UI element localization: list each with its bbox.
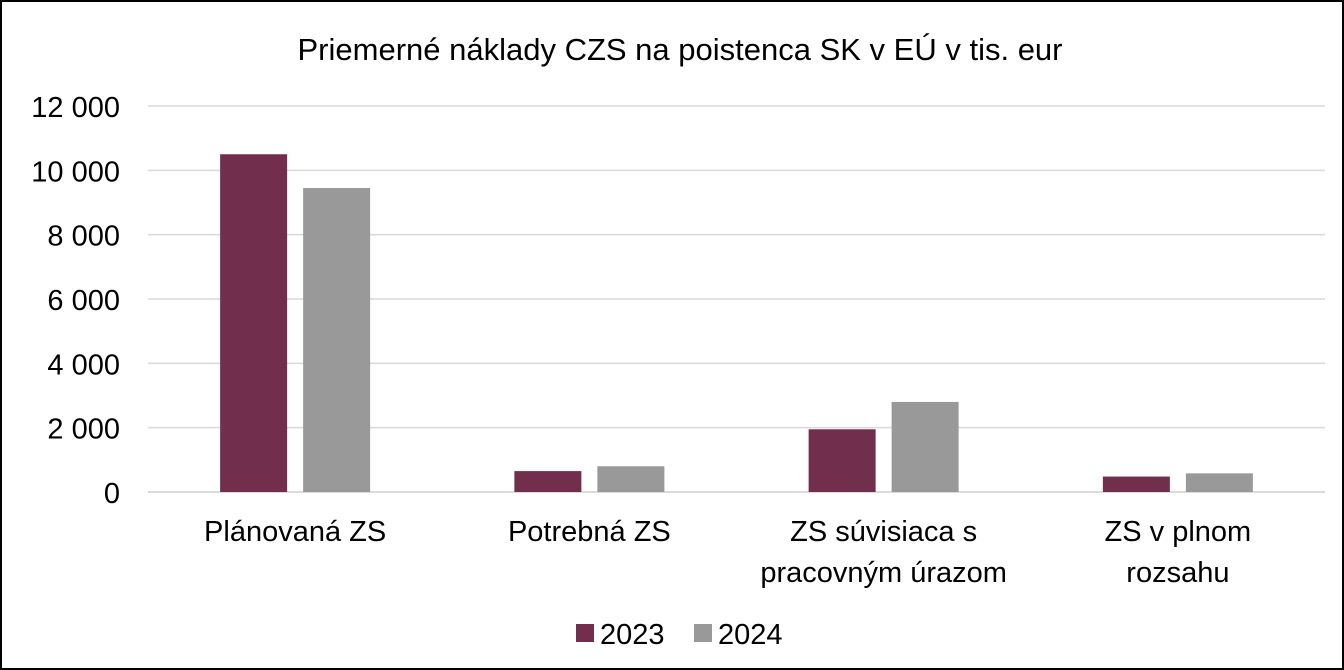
y-tick-label: 6 000 <box>47 285 120 317</box>
y-tick-label: 4 000 <box>47 349 120 381</box>
bar-2024 <box>597 466 665 492</box>
legend-swatch <box>694 624 712 642</box>
y-tick-label: 0 <box>104 478 120 510</box>
legend-label: 2023 <box>600 619 665 651</box>
y-tick-label: 12 000 <box>31 92 120 124</box>
x-tick-label: pracovným úrazom <box>760 557 1007 589</box>
bar-2024 <box>1185 473 1253 492</box>
legend-label: 2024 <box>718 619 783 651</box>
bar-2024 <box>891 401 959 492</box>
bar-2023 <box>220 154 288 492</box>
bar-2024 <box>303 188 371 492</box>
bar-2023 <box>514 471 582 492</box>
y-tick-label: 10 000 <box>31 156 120 188</box>
y-tick-label: 2 000 <box>47 414 120 446</box>
x-axis-category-labels: Plánovaná ZS Potrebná ZS ZS súvisiaca s pra… <box>204 516 1251 589</box>
y-axis-tick-labels: 0 2 000 4 000 6 000 8 000 10 000 12 000 <box>31 92 120 510</box>
y-tick-label: 8 000 <box>47 221 120 253</box>
x-tick-label: rozsahu <box>1126 557 1229 589</box>
bar-2023 <box>1102 476 1170 492</box>
legend: 2023 2024 <box>576 619 783 651</box>
legend-swatch <box>576 624 594 642</box>
x-tick-label: ZS súvisiaca s <box>790 516 977 548</box>
chart-title: Priemerné náklady CZS na poistenca SK v … <box>298 32 1063 67</box>
x-tick-label: Potrebná ZS <box>508 516 671 548</box>
bars <box>220 154 1253 492</box>
bar-2023 <box>808 429 876 492</box>
x-tick-label: Plánovaná ZS <box>204 516 386 548</box>
x-tick-label: ZS v plnom <box>1105 516 1252 548</box>
